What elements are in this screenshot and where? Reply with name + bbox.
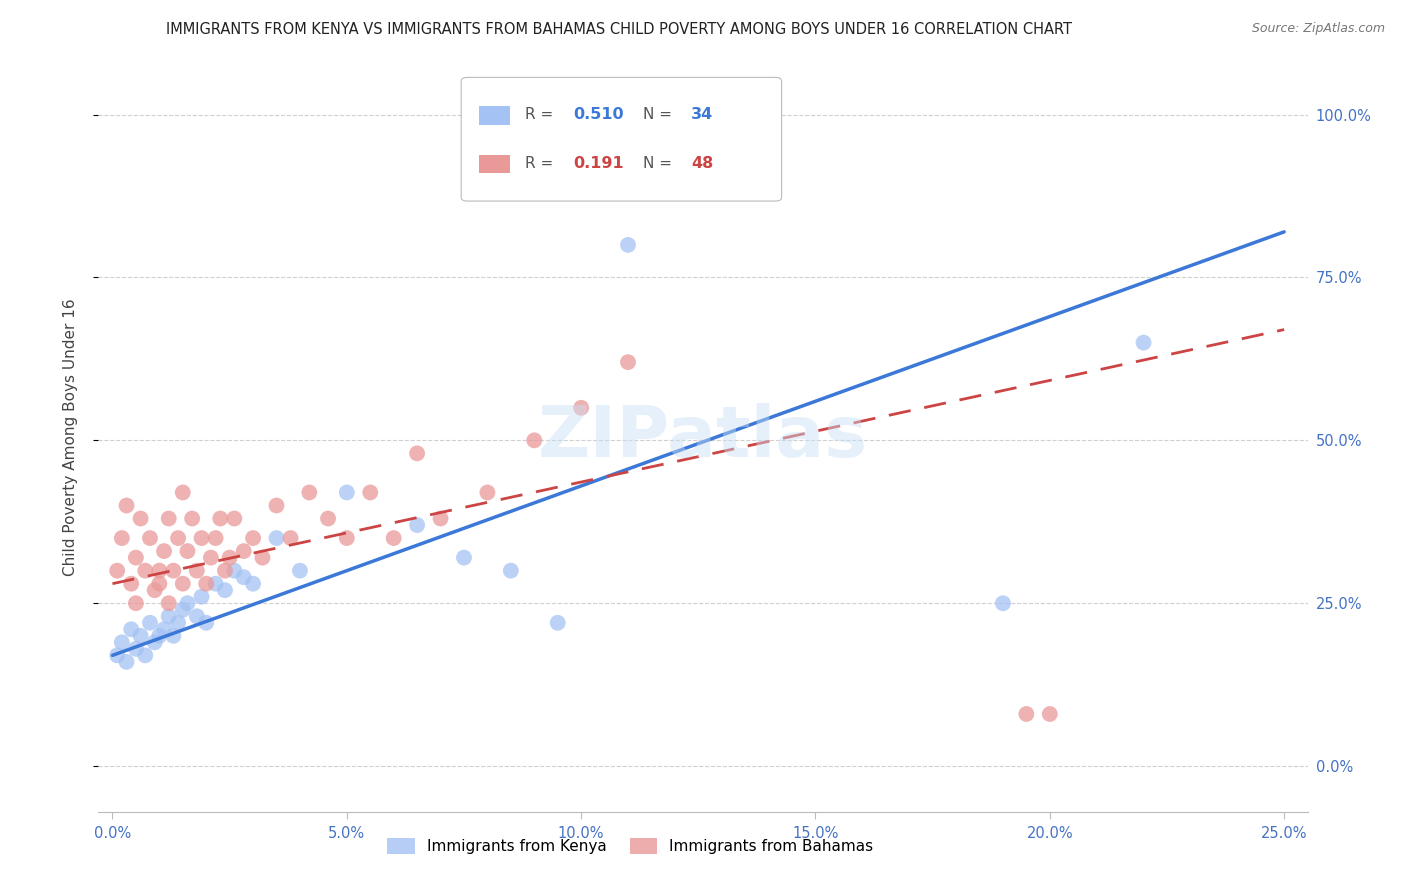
Point <box>125 641 148 656</box>
Point <box>157 609 180 624</box>
Point <box>190 590 212 604</box>
Point <box>204 576 226 591</box>
Text: IMMIGRANTS FROM KENYA VS IMMIGRANTS FROM BAHAMAS CHILD POVERTY AMONG BOYS UNDER : IMMIGRANTS FROM KENYA VS IMMIGRANTS FROM… <box>166 22 1071 37</box>
Point <box>242 576 264 591</box>
Point <box>153 544 176 558</box>
Point <box>105 648 128 663</box>
Point <box>336 531 359 545</box>
Point <box>288 564 311 578</box>
Point <box>523 434 546 448</box>
Point <box>139 531 162 545</box>
Point <box>120 576 142 591</box>
Point <box>115 655 138 669</box>
Point <box>280 531 302 545</box>
Point <box>1039 706 1062 721</box>
Point <box>617 238 640 252</box>
Point <box>148 576 170 591</box>
Bar <box>479 154 509 173</box>
Point <box>617 355 640 369</box>
Point <box>129 511 152 525</box>
Point <box>186 609 208 624</box>
Text: 0.191: 0.191 <box>574 156 624 171</box>
Point <box>218 550 240 565</box>
Text: 34: 34 <box>690 107 713 122</box>
Point <box>195 576 218 591</box>
Point <box>209 511 232 525</box>
Point <box>195 615 218 630</box>
Bar <box>479 106 509 125</box>
Legend: Immigrants from Kenya, Immigrants from Bahamas: Immigrants from Kenya, Immigrants from B… <box>381 832 880 860</box>
Point <box>129 629 152 643</box>
Point <box>242 531 264 545</box>
Point <box>153 622 176 636</box>
Point <box>382 531 405 545</box>
Point <box>162 629 184 643</box>
Point <box>176 544 198 558</box>
Point <box>499 564 522 578</box>
Point <box>167 615 190 630</box>
Text: 0.510: 0.510 <box>574 107 624 122</box>
Point <box>200 550 222 565</box>
Text: Source: ZipAtlas.com: Source: ZipAtlas.com <box>1251 22 1385 36</box>
Point <box>105 564 128 578</box>
Point <box>157 596 180 610</box>
Point <box>569 401 592 415</box>
Point <box>120 622 142 636</box>
Text: 48: 48 <box>690 156 713 171</box>
Point <box>148 564 170 578</box>
Point <box>111 531 134 545</box>
Point <box>232 544 254 558</box>
Point <box>477 485 499 500</box>
Point <box>115 499 138 513</box>
Point <box>143 583 166 598</box>
Point <box>224 511 246 525</box>
Text: R =: R = <box>526 156 558 171</box>
Point <box>111 635 134 649</box>
Point <box>134 648 156 663</box>
Point <box>214 564 236 578</box>
Point <box>204 531 226 545</box>
Point <box>298 485 321 500</box>
Point <box>143 635 166 649</box>
Point <box>453 550 475 565</box>
Point <box>316 511 339 525</box>
Text: R =: R = <box>526 107 558 122</box>
Point <box>1015 706 1038 721</box>
Text: N =: N = <box>643 156 676 171</box>
Point <box>406 446 429 460</box>
Text: ZIPatlas: ZIPatlas <box>538 402 868 472</box>
Point <box>186 564 208 578</box>
Point <box>359 485 381 500</box>
Point <box>167 531 190 545</box>
Text: N =: N = <box>643 107 676 122</box>
Point <box>125 596 148 610</box>
Point <box>266 531 288 545</box>
Point <box>214 583 236 598</box>
Point <box>991 596 1014 610</box>
Point <box>252 550 274 565</box>
Point <box>172 485 194 500</box>
Point <box>134 564 156 578</box>
Y-axis label: Child Poverty Among Boys Under 16: Child Poverty Among Boys Under 16 <box>63 298 77 576</box>
Point <box>429 511 451 525</box>
Point <box>148 629 170 643</box>
Point <box>125 550 148 565</box>
Point <box>1132 335 1154 350</box>
Point <box>547 615 569 630</box>
Point <box>224 564 246 578</box>
Point <box>172 576 194 591</box>
Point <box>172 603 194 617</box>
Point <box>190 531 212 545</box>
Point <box>266 499 288 513</box>
Point <box>336 485 359 500</box>
Point <box>157 511 180 525</box>
Point <box>162 564 184 578</box>
Point <box>406 518 429 533</box>
Point <box>139 615 162 630</box>
Point <box>232 570 254 584</box>
Point <box>181 511 204 525</box>
Point <box>176 596 198 610</box>
FancyBboxPatch shape <box>461 78 782 201</box>
